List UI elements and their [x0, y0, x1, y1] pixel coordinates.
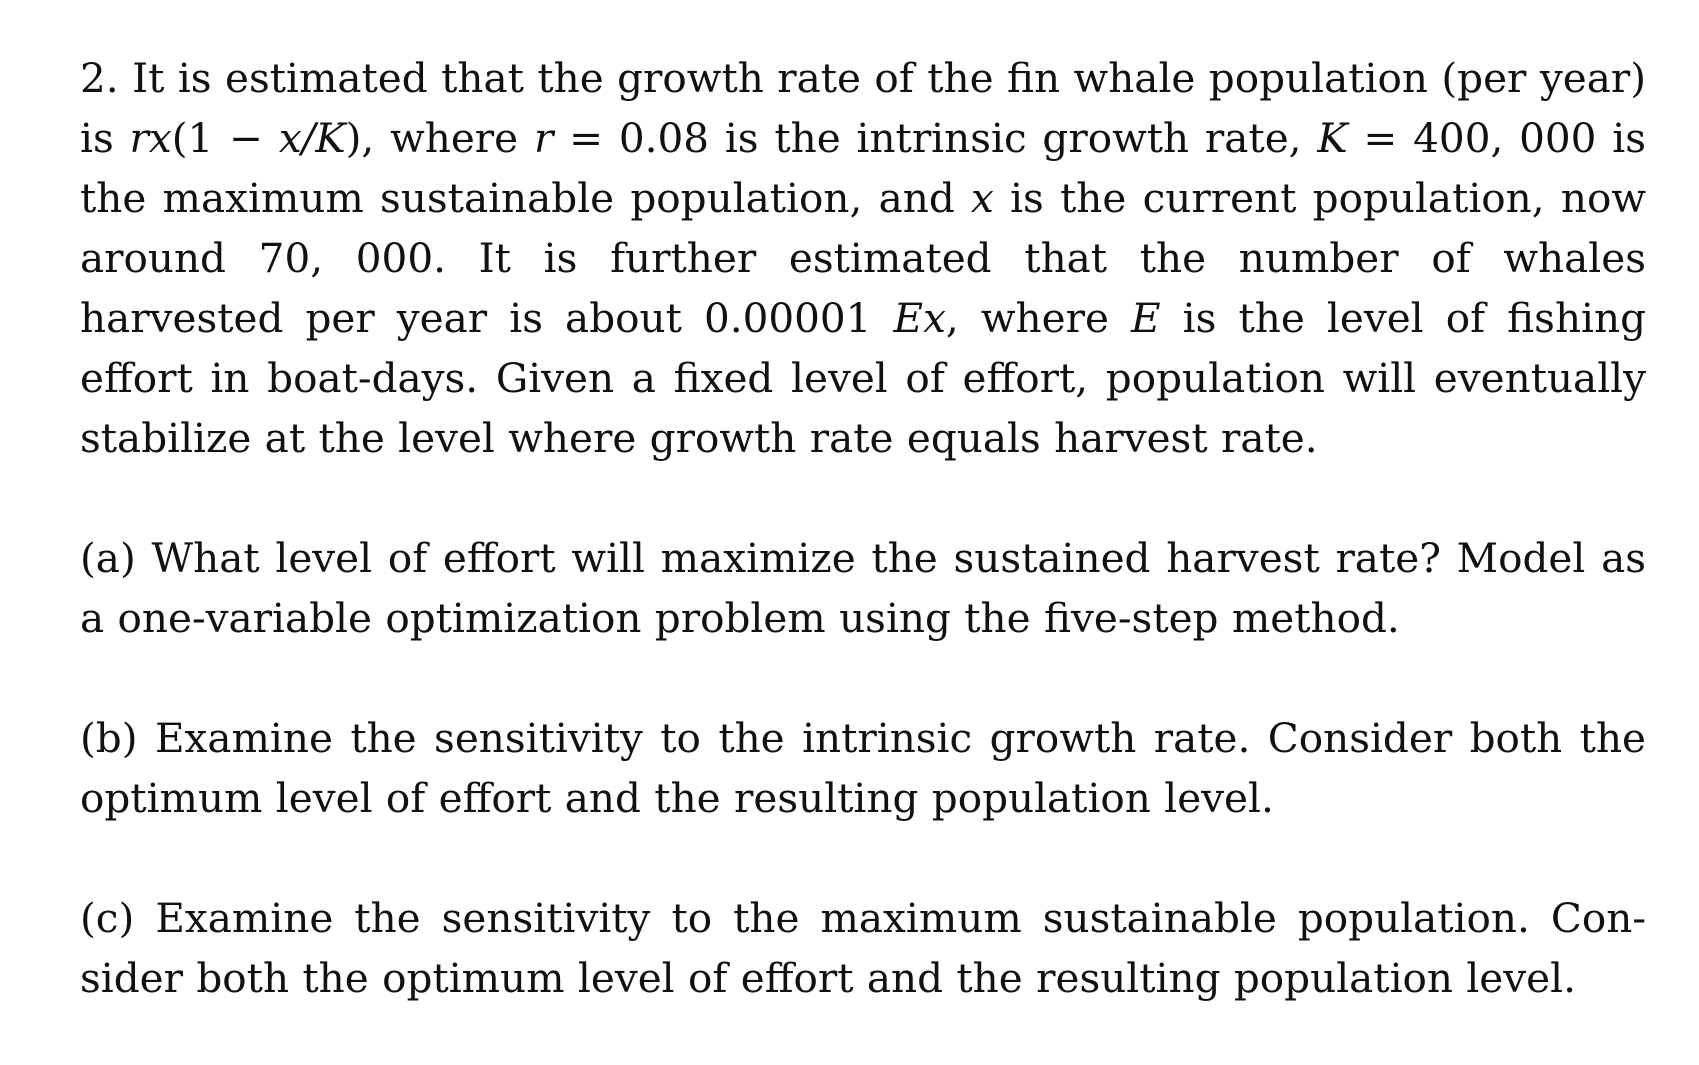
intro-text-5: = 400, 000 is the maximum sustainable po… [80, 114, 1646, 222]
part-a-paragraph: (a) What level of effort will maximize t… [80, 528, 1646, 648]
paragraph-spacer [80, 648, 1646, 708]
intro-text-8: is the level of fishing effort in boat-d… [80, 294, 1646, 462]
math-rx: rx [129, 114, 172, 162]
part-a-text: What level of effort will maximize the s… [80, 534, 1647, 642]
part-b-paragraph: (b) Examine the sensitivity to the intri… [80, 708, 1646, 828]
math-k: K [1317, 114, 1348, 162]
part-c-paragraph: (c) Examine the sensitivity to the maxim… [80, 888, 1646, 1008]
part-a-label: (a) [80, 534, 136, 582]
math-e: E [1131, 294, 1161, 342]
paragraph-spacer [80, 828, 1646, 888]
math-x-over-k: x/K [278, 114, 346, 162]
math-ex: Ex [893, 294, 946, 342]
problem-document: 2. It is estimated that the growth rate … [80, 48, 1646, 1008]
intro-text-3: ), where [345, 114, 534, 162]
intro-text-7: , where [945, 294, 1132, 342]
part-c-text: Examine the sensitivity to the maximum s… [80, 894, 1647, 1002]
part-b-text: Examine the sensitivity to the intrinsic… [80, 714, 1647, 822]
paragraph-spacer [80, 468, 1646, 528]
intro-text-4: = 0.08 is the intrinsic growth rate, [553, 114, 1318, 162]
intro-text-2: (1 − [171, 114, 279, 162]
problem-intro-paragraph: 2. It is estimated that the growth rate … [80, 48, 1646, 468]
math-r: r [533, 114, 554, 162]
part-b-label: (b) [80, 714, 138, 762]
part-c-label: (c) [80, 894, 135, 942]
intro-text-1: It is estimated that the growth rate of … [80, 54, 1646, 162]
problem-number: 2. [80, 54, 119, 102]
math-x: x [970, 174, 994, 222]
intro-text-6: is the current population, now around 70… [80, 174, 1646, 342]
